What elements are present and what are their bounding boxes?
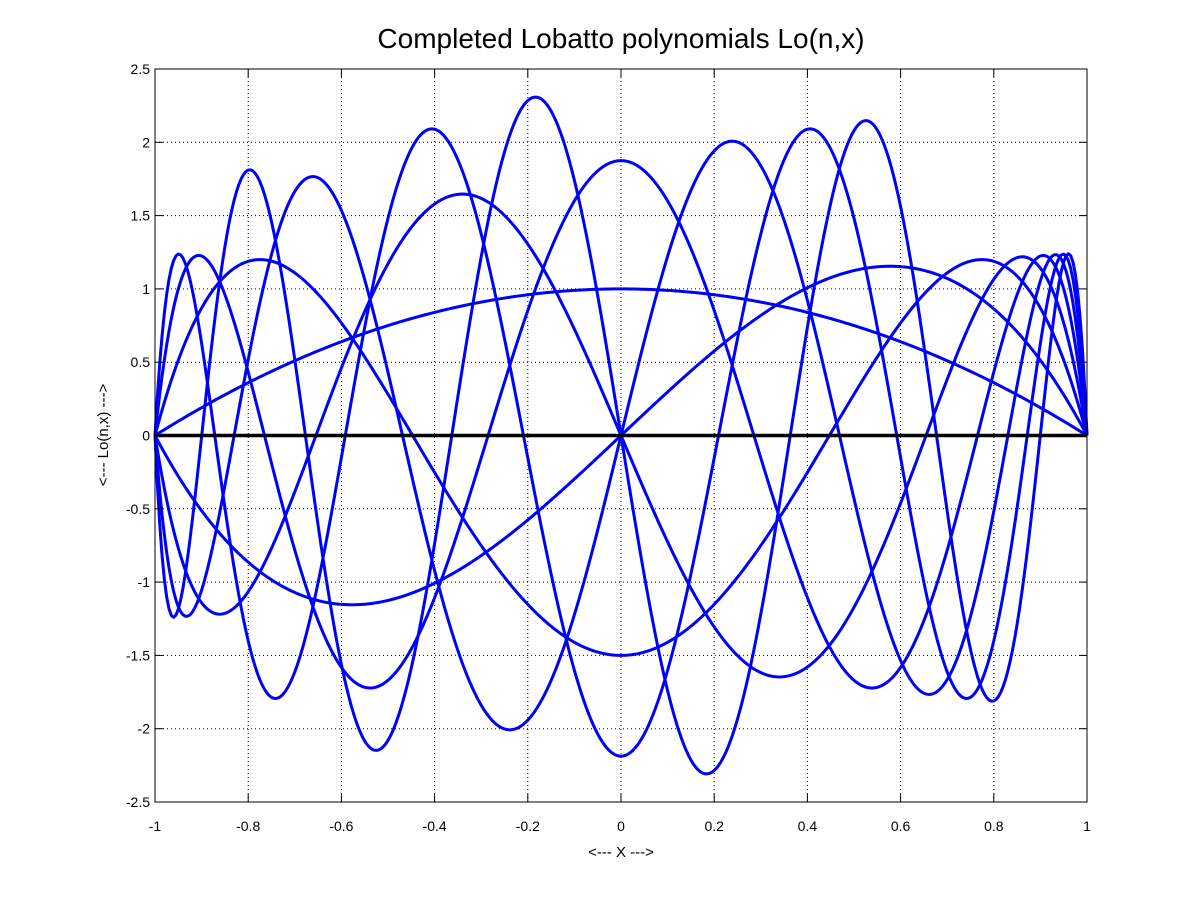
y-tick-label: -1: [138, 574, 151, 590]
series-line-n7: [153, 127, 1089, 758]
y-tick-labels: -2.5 -2 -1.5 -1 -0.5 0 0.5 1 1.5 2 2.5: [126, 61, 150, 810]
y-tick-label: 0: [142, 428, 150, 444]
ticks: [154, 68, 1088, 803]
series-line-n3: [153, 258, 1089, 657]
x-tick-label: 0.4: [798, 818, 818, 834]
x-tick-label: 1: [1083, 818, 1091, 834]
x-tick-label: 0: [617, 818, 625, 834]
x-tick-label: -1: [149, 818, 162, 834]
y-tick-label: -0.5: [126, 501, 150, 517]
x-tick-labels: -1 -0.8 -0.6 -0.4 -0.2 0 0.2 0.4 0.6 0.8 1: [149, 818, 1091, 834]
x-tick-label: 0.2: [704, 818, 724, 834]
x-tick-label: -0.4: [423, 818, 447, 834]
series-line-n5: [153, 159, 1089, 690]
y-tick-label: 1: [142, 281, 150, 297]
chart-title: Completed Lobatto polynomials Lo(n,x): [377, 23, 864, 54]
y-tick-label: -2.5: [126, 794, 150, 810]
y-tick-label: 2.5: [131, 61, 151, 77]
x-tick-label: -0.2: [516, 818, 540, 834]
y-tick-label: 1.5: [131, 208, 151, 224]
x-tick-label: -0.6: [329, 818, 353, 834]
x-tick-label: -0.8: [236, 818, 260, 834]
x-tick-label: 0.6: [891, 818, 911, 834]
y-tick-label: 2: [142, 134, 150, 150]
x-axis-label: <--- X --->: [588, 844, 654, 861]
y-axis-label: <--- Lo(n,x) --->: [95, 384, 112, 487]
y-tick-label: -2: [138, 721, 151, 737]
x-tick-label: 0.8: [984, 818, 1004, 834]
y-tick-label: 0.5: [131, 354, 151, 370]
series-line-n1: [154, 287, 1088, 437]
y-tick-label: -1.5: [126, 647, 150, 663]
